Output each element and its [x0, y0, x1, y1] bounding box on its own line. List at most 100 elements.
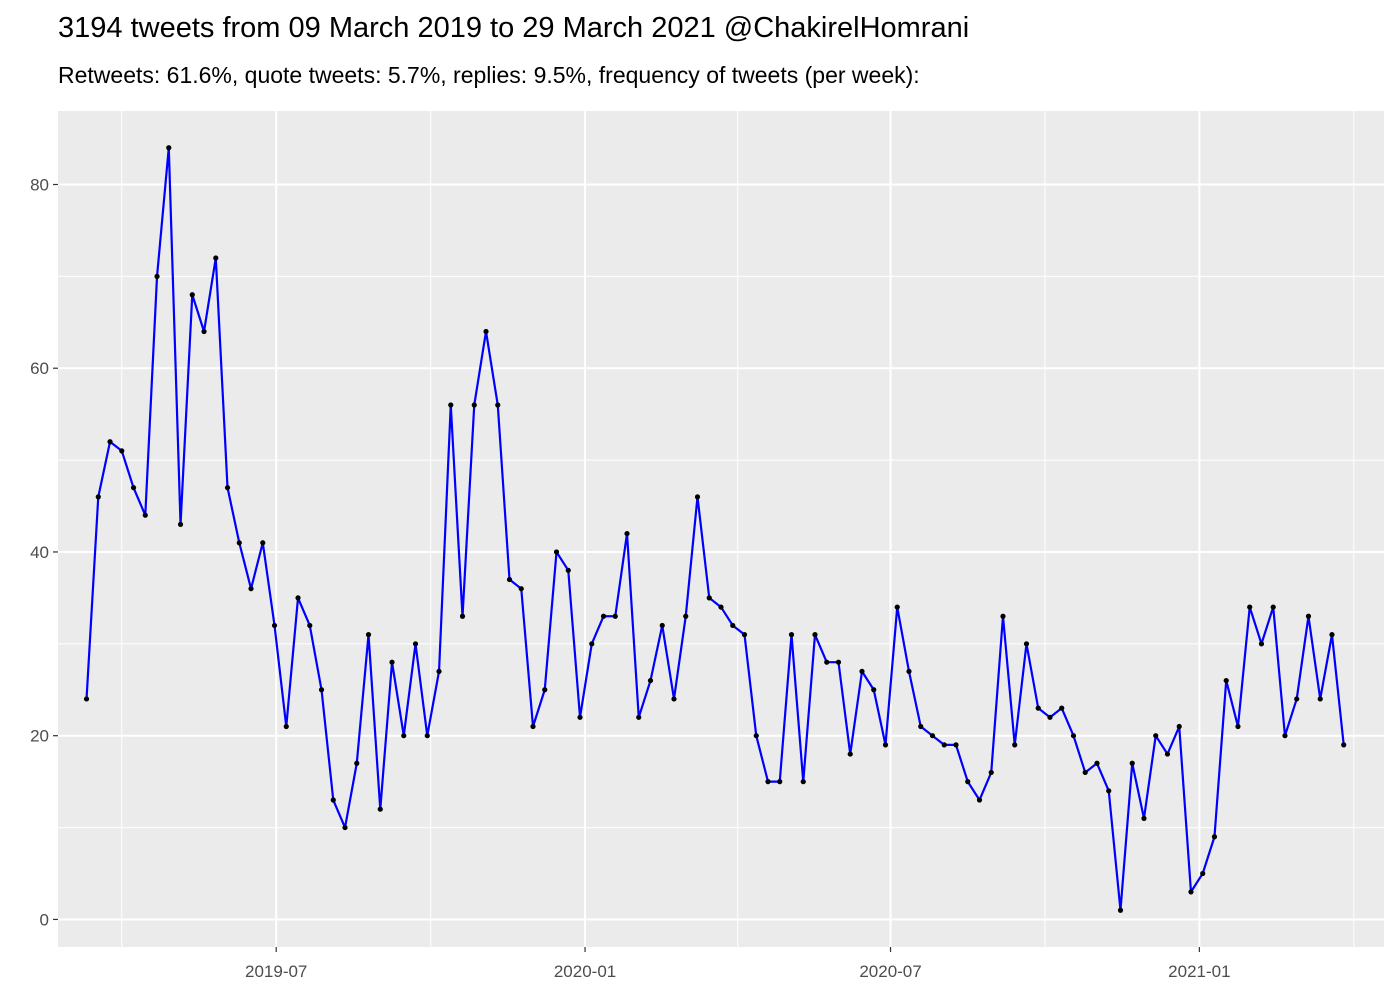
data-point	[424, 733, 430, 739]
data-point	[835, 659, 842, 665]
data-point	[471, 402, 477, 408]
data-point	[530, 723, 536, 730]
data-point	[871, 687, 877, 693]
data-point	[1082, 769, 1088, 776]
data-point	[1329, 632, 1335, 638]
data-point	[1023, 641, 1030, 647]
data-point	[412, 641, 419, 647]
x-tick-label: 2020-07	[859, 962, 921, 981]
data-point	[683, 613, 689, 619]
data-point	[1106, 788, 1112, 794]
major-gridlines	[58, 111, 1384, 947]
data-point	[671, 696, 677, 702]
data-point	[1235, 723, 1241, 730]
data-point	[859, 668, 865, 675]
data-point	[459, 613, 466, 619]
data-point	[800, 779, 806, 785]
x-axis: 2019-07 2020-01 2020-07 2021-01	[245, 947, 1231, 981]
y-tick-label: 0	[40, 910, 49, 929]
data-point	[976, 797, 983, 803]
data-point	[1035, 705, 1041, 711]
data-point	[918, 723, 924, 730]
data-point	[365, 632, 372, 638]
data-point	[177, 521, 184, 528]
data-point	[1153, 733, 1159, 739]
x-tick-label: 2021-01	[1168, 962, 1230, 981]
data-point	[565, 567, 571, 573]
data-point	[483, 328, 489, 335]
data-point	[988, 769, 994, 776]
data-point	[906, 668, 912, 675]
data-point	[1070, 733, 1077, 739]
data-point	[95, 494, 101, 500]
data-point	[189, 292, 195, 298]
data-point	[624, 530, 630, 537]
y-tick-label: 60	[30, 359, 49, 378]
data-point	[1117, 907, 1124, 913]
data-point	[847, 751, 853, 757]
data-point	[1282, 733, 1288, 739]
data-point	[730, 622, 736, 629]
data-point	[201, 328, 207, 335]
data-point	[318, 687, 325, 693]
data-point	[1164, 751, 1171, 757]
data-point	[1317, 696, 1323, 702]
data-point	[577, 714, 583, 720]
data-point	[741, 632, 748, 638]
data-point	[119, 448, 125, 454]
data-point	[765, 779, 771, 785]
data-point	[1341, 742, 1347, 748]
data-point	[1176, 723, 1182, 730]
data-point	[1188, 889, 1194, 895]
data-point	[283, 723, 289, 730]
data-point	[295, 595, 301, 601]
data-point	[154, 273, 160, 279]
data-point	[389, 659, 395, 665]
data-point	[1247, 604, 1253, 610]
data-point	[236, 540, 242, 546]
data-point	[130, 485, 137, 491]
plot-panel	[58, 111, 1384, 947]
y-tick-label: 40	[30, 543, 49, 562]
data-point	[1223, 677, 1229, 684]
data-point	[1094, 760, 1100, 766]
minor-gridlines	[58, 111, 1384, 947]
data-point	[694, 494, 701, 500]
data-point	[518, 586, 524, 592]
data-point	[401, 733, 407, 739]
data-point	[753, 733, 759, 739]
data-point	[718, 604, 724, 610]
data-point	[1294, 696, 1300, 702]
data-point	[342, 824, 348, 831]
data-point	[495, 402, 501, 408]
y-tick-label: 80	[30, 175, 49, 194]
data-point	[1129, 760, 1135, 766]
data-point	[965, 779, 971, 785]
data-point	[330, 797, 336, 803]
y-axis: 0 20 40 60 80	[30, 175, 58, 929]
data-point	[812, 632, 818, 638]
data-point	[377, 806, 383, 812]
data-point	[659, 622, 665, 629]
data-point	[213, 255, 219, 261]
data-point	[271, 622, 278, 629]
data-point	[647, 677, 654, 684]
chart-title: 3194 tweets from 09 March 2019 to 29 Mar…	[58, 12, 970, 44]
data-point	[1258, 641, 1265, 647]
series-layer	[83, 145, 1347, 913]
data-point	[941, 742, 947, 748]
data-point	[1059, 705, 1065, 711]
data-point	[636, 714, 642, 720]
data-point	[953, 742, 959, 748]
data-point	[166, 145, 172, 151]
data-point	[142, 512, 148, 518]
data-point	[260, 540, 266, 546]
data-point	[107, 439, 113, 445]
data-point	[589, 641, 595, 647]
data-point	[542, 687, 548, 693]
data-point	[1000, 613, 1006, 619]
data-point	[354, 760, 360, 766]
data-point	[1200, 870, 1206, 877]
data-point	[248, 586, 254, 592]
